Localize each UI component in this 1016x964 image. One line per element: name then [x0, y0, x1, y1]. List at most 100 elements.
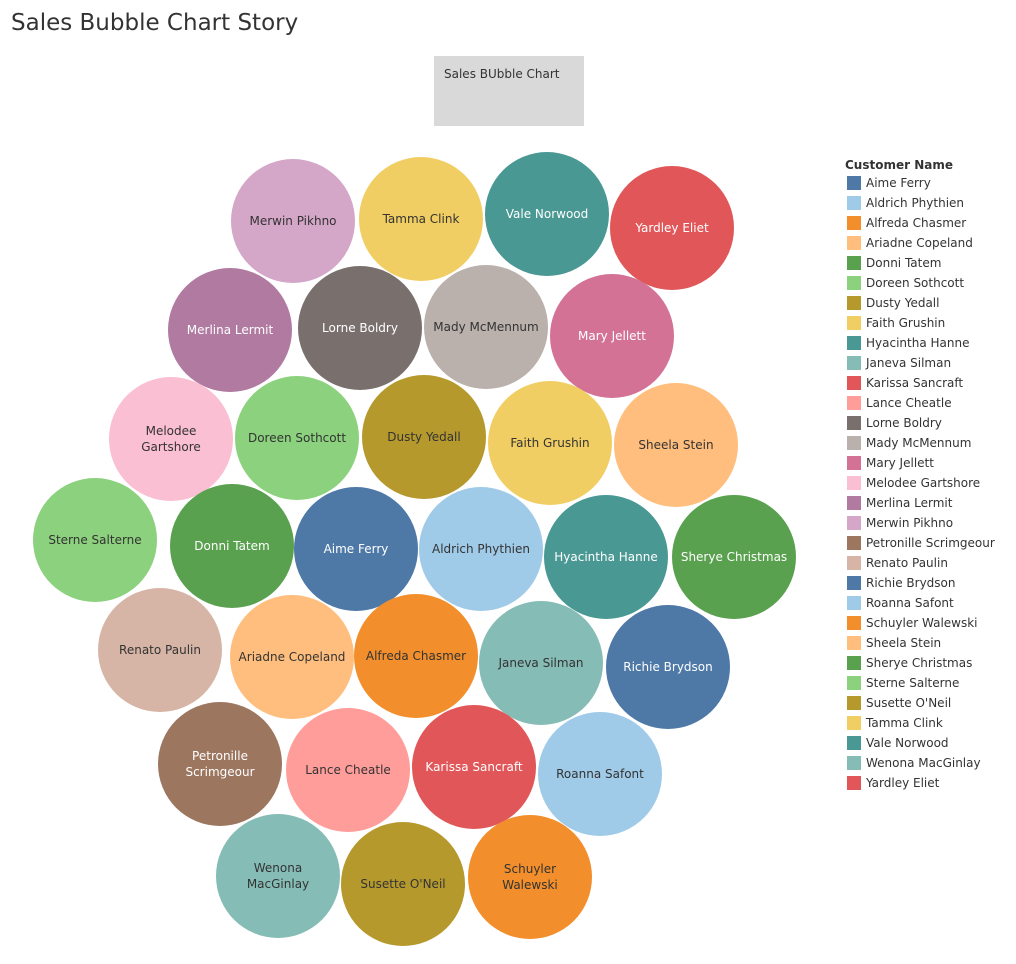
bubble-label: Mary Jellett: [578, 329, 646, 343]
bubble-circle[interactable]: [354, 594, 478, 718]
bubble-ariadne-copeland[interactable]: Ariadne Copeland: [230, 595, 354, 719]
bubble-circle[interactable]: [158, 702, 282, 826]
bubble-hyacintha-hanne[interactable]: Hyacintha Hanne: [544, 495, 668, 619]
bubble-lorne-boldry[interactable]: Lorne Boldry: [298, 266, 422, 390]
legend-item-schuyler-walewski[interactable]: Schuyler Walewski: [845, 613, 1010, 633]
bubble-yardley-eliet[interactable]: Yardley Eliet: [610, 166, 734, 290]
bubble-circle[interactable]: [479, 601, 603, 725]
bubble-renato-paulin[interactable]: Renato Paulin: [98, 588, 222, 712]
bubble-alfreda-chasmer[interactable]: Alfreda Chasmer: [354, 594, 478, 718]
bubble-label: Faith Grushin: [510, 436, 589, 450]
legend-item-doreen-sothcott[interactable]: Doreen Sothcott: [845, 273, 1010, 293]
bubble-circle[interactable]: [672, 495, 796, 619]
bubble-aldrich-phythien[interactable]: Aldrich Phythien: [419, 487, 543, 611]
legend-item-melodee-gartshore[interactable]: Melodee Gartshore: [845, 473, 1010, 493]
legend-item-tamma-clink[interactable]: Tamma Clink: [845, 713, 1010, 733]
legend-item-richie-brydson[interactable]: Richie Brydson: [845, 573, 1010, 593]
bubble-circle[interactable]: [488, 381, 612, 505]
bubble-janeva-silman[interactable]: Janeva Silman: [479, 601, 603, 725]
bubble-susette-o-neil[interactable]: Susette O'Neil: [341, 822, 465, 946]
bubble-aime-ferry[interactable]: Aime Ferry: [294, 487, 418, 611]
legend-item-susette-o-neil[interactable]: Susette O'Neil: [845, 693, 1010, 713]
legend-item-aldrich-phythien[interactable]: Aldrich Phythien: [845, 193, 1010, 213]
legend-item-alfreda-chasmer[interactable]: Alfreda Chasmer: [845, 213, 1010, 233]
legend-item-petronille-scrimgeour[interactable]: Petronille Scrimgeour: [845, 533, 1010, 553]
legend-item-roanna-safont[interactable]: Roanna Safont: [845, 593, 1010, 613]
bubble-vale-norwood[interactable]: Vale Norwood: [485, 152, 609, 276]
bubble-circle[interactable]: [485, 152, 609, 276]
bubble-circle[interactable]: [412, 705, 536, 829]
bubble-circle[interactable]: [468, 815, 592, 939]
bubble-circle[interactable]: [286, 708, 410, 832]
bubble-merlina-lermit[interactable]: Merlina Lermit: [168, 268, 292, 392]
bubble-richie-brydson[interactable]: Richie Brydson: [606, 605, 730, 729]
bubble-circle[interactable]: [33, 478, 157, 602]
legend-item-karissa-sancraft[interactable]: Karissa Sancraft: [845, 373, 1010, 393]
bubble-mary-jellett[interactable]: Mary Jellett: [550, 274, 674, 398]
bubble-circle[interactable]: [235, 376, 359, 500]
bubble-mady-mcmennum[interactable]: Mady McMennum: [424, 265, 548, 389]
legend-item-mady-mcmennum[interactable]: Mady McMennum: [845, 433, 1010, 453]
bubble-roanna-safont[interactable]: Roanna Safont: [538, 712, 662, 836]
legend-item-janeva-silman[interactable]: Janeva Silman: [845, 353, 1010, 373]
bubble-circle[interactable]: [550, 274, 674, 398]
bubble-circle[interactable]: [614, 383, 738, 507]
legend-label: Faith Grushin: [866, 316, 946, 330]
legend-item-wenona-macginlay[interactable]: Wenona MacGinlay: [845, 753, 1010, 773]
bubble-petronille-scrimgeour[interactable]: Petronille Scrimgeour: [158, 702, 282, 826]
bubble-circle[interactable]: [109, 377, 233, 501]
legend-item-lance-cheatle[interactable]: Lance Cheatle: [845, 393, 1010, 413]
story-point-caption[interactable]: Sales BUbble Chart: [434, 56, 584, 126]
legend-item-renato-paulin[interactable]: Renato Paulin: [845, 553, 1010, 573]
bubble-circle[interactable]: [544, 495, 668, 619]
legend-item-mary-jellett[interactable]: Mary Jellett: [845, 453, 1010, 473]
bubble-circle[interactable]: [231, 159, 355, 283]
bubble-sheela-stein[interactable]: Sheela Stein: [614, 383, 738, 507]
bubble-circle[interactable]: [168, 268, 292, 392]
bubble-doreen-sothcott[interactable]: Doreen Sothcott: [235, 376, 359, 500]
bubble-circle[interactable]: [359, 157, 483, 281]
bubble-circle[interactable]: [419, 487, 543, 611]
legend-item-ariadne-copeland[interactable]: Ariadne Copeland: [845, 233, 1010, 253]
bubble-circle[interactable]: [424, 265, 548, 389]
legend-item-vale-norwood[interactable]: Vale Norwood: [845, 733, 1010, 753]
bubble-donni-tatem[interactable]: Donni Tatem: [170, 484, 294, 608]
legend-label: Karissa Sancraft: [866, 376, 964, 390]
legend-item-faith-grushin[interactable]: Faith Grushin: [845, 313, 1010, 333]
legend-item-dusty-yedall[interactable]: Dusty Yedall: [845, 293, 1010, 313]
bubble-circle[interactable]: [606, 605, 730, 729]
bubble-circle[interactable]: [294, 487, 418, 611]
legend-item-merlina-lermit[interactable]: Merlina Lermit: [845, 493, 1010, 513]
bubble-schuyler-walewski[interactable]: Schuyler Walewski: [468, 815, 592, 939]
bubble-karissa-sancraft[interactable]: Karissa Sancraft: [412, 705, 536, 829]
bubble-circle[interactable]: [298, 266, 422, 390]
bubble-faith-grushin[interactable]: Faith Grushin: [488, 381, 612, 505]
legend-item-sterne-salterne[interactable]: Sterne Salterne: [845, 673, 1010, 693]
bubble-lance-cheatle[interactable]: Lance Cheatle: [286, 708, 410, 832]
bubble-circle[interactable]: [98, 588, 222, 712]
bubble-circle[interactable]: [610, 166, 734, 290]
bubble-sterne-salterne[interactable]: Sterne Salterne: [33, 478, 157, 602]
legend-item-sherye-christmas[interactable]: Sherye Christmas: [845, 653, 1010, 673]
legend-item-aime-ferry[interactable]: Aime Ferry: [845, 173, 1010, 193]
bubble-circle[interactable]: [170, 484, 294, 608]
legend-item-hyacintha-hanne[interactable]: Hyacintha Hanne: [845, 333, 1010, 353]
bubble-circle[interactable]: [216, 814, 340, 938]
bubble-sherye-christmas[interactable]: Sherye Christmas: [672, 495, 796, 619]
bubble-circle[interactable]: [230, 595, 354, 719]
bubble-circle[interactable]: [538, 712, 662, 836]
bubble-circle[interactable]: [362, 375, 486, 499]
bubble-wenona-macginlay[interactable]: Wenona MacGinlay: [216, 814, 340, 938]
bubble-melodee-gartshore[interactable]: Melodee Gartshore: [109, 377, 233, 501]
legend-item-sheela-stein[interactable]: Sheela Stein: [845, 633, 1010, 653]
bubble-circle[interactable]: [341, 822, 465, 946]
legend-title: Customer Name: [845, 158, 953, 172]
bubble-dusty-yedall[interactable]: Dusty Yedall: [362, 375, 486, 499]
bubble-merwin-pikhno[interactable]: Merwin Pikhno: [231, 159, 355, 283]
legend-swatch: [847, 756, 861, 770]
legend-item-lorne-boldry[interactable]: Lorne Boldry: [845, 413, 1010, 433]
legend-item-yardley-eliet[interactable]: Yardley Eliet: [845, 773, 1010, 793]
legend-item-donni-tatem[interactable]: Donni Tatem: [845, 253, 1010, 273]
bubble-tamma-clink[interactable]: Tamma Clink: [359, 157, 483, 281]
legend-item-merwin-pikhno[interactable]: Merwin Pikhno: [845, 513, 1010, 533]
